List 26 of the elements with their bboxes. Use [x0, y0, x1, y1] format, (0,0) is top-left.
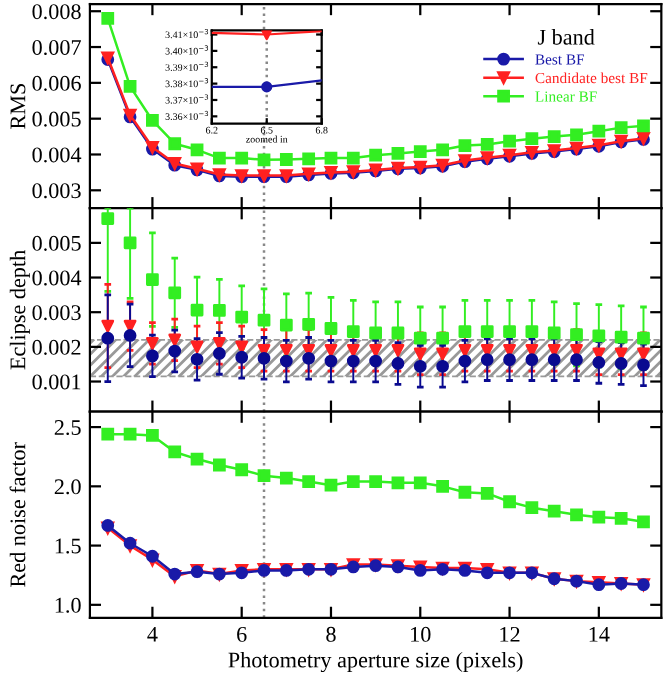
- y-tick-label: 0.002: [32, 339, 81, 355]
- y-tick-label: 2.0: [54, 479, 81, 495]
- y-tick-label: 0.005: [32, 111, 81, 127]
- y-tick-label: 1.5: [55, 538, 81, 554]
- x-tick-label: 14: [589, 626, 610, 642]
- y-axis-title: Eclipse depth: [9, 250, 30, 370]
- y-tick-label: 0.004: [32, 147, 82, 163]
- y-tick-label: 0.008: [32, 4, 81, 20]
- y-axis-title: Red noise factor: [9, 442, 26, 587]
- y-tick-label: 0.003: [32, 183, 81, 199]
- x-tick-label: 8: [326, 626, 336, 642]
- y-tick-label: 0.004: [32, 270, 82, 286]
- y-tick-label: 0.003: [32, 305, 81, 321]
- y-tick-label: 0.007: [32, 39, 81, 56]
- legend-title: J band: [537, 29, 595, 45]
- x-tick-label: 10: [411, 626, 431, 642]
- y-tick-label: 0.001: [32, 374, 81, 390]
- y-tick-label: 1.0: [55, 597, 81, 613]
- y-tick-label: 2.5: [54, 420, 81, 436]
- y-tick-label: 0.006: [32, 75, 81, 91]
- y-tick-label: 0.005: [32, 235, 81, 251]
- x-axis-title: Photometry aperture size (pixels): [228, 651, 523, 673]
- y-axis-title: RMS: [10, 84, 26, 129]
- x-tick-label: 12: [500, 626, 520, 642]
- x-tick-label: 6: [237, 626, 247, 642]
- x-tick-label: 4: [147, 626, 158, 642]
